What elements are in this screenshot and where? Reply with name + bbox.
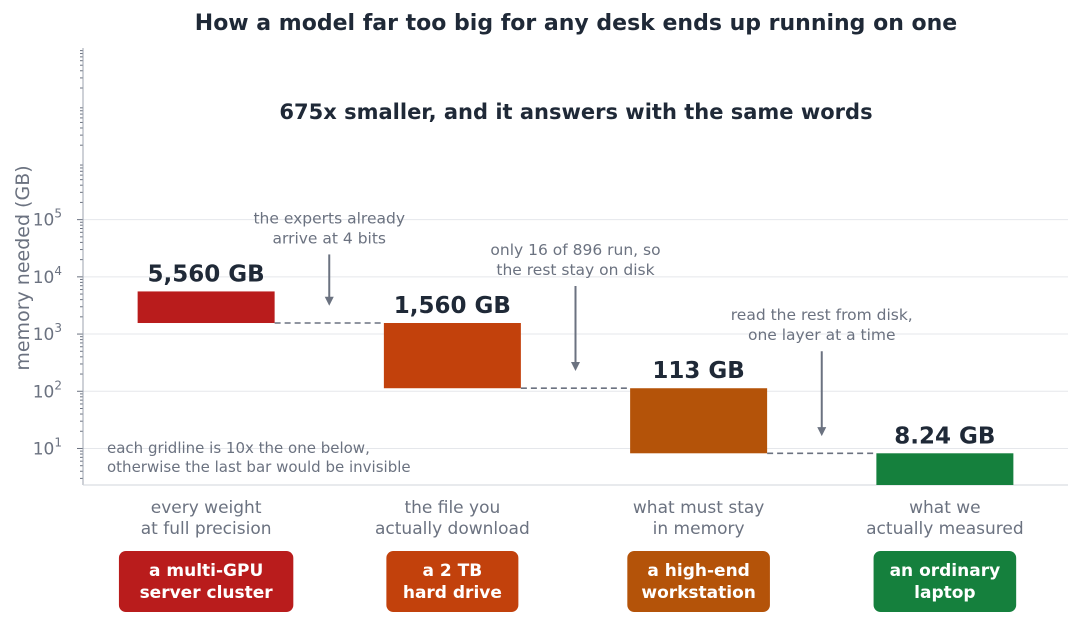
device-badge-box xyxy=(873,551,1017,612)
y-axis: 101 102 103 104 105 xyxy=(33,48,1068,486)
category-label: what we actually measured xyxy=(866,498,1023,539)
annotation-arrow-head xyxy=(817,427,827,437)
device-badge-box xyxy=(386,551,519,612)
y-tick-label: 102 xyxy=(33,378,62,402)
y-tick-label: 101 xyxy=(33,435,62,459)
device-badge-box xyxy=(627,551,770,612)
annotation-text: the experts already arrive at 4 bits xyxy=(253,209,405,247)
device-badge-label: a 2 TB hard drive xyxy=(403,561,502,603)
category-labels: every weight at full precision the file yo… xyxy=(141,498,1024,539)
y-tick-label: 104 xyxy=(33,264,62,288)
bars xyxy=(137,291,1014,485)
annotation-arrow-head xyxy=(324,296,334,306)
category-label: the file you actually download xyxy=(375,498,530,539)
bar-value-label: 1,560 GB xyxy=(394,293,511,319)
device-badges: a multi-GPU server cluster a 2 TB hard driv… xyxy=(118,551,1017,612)
bar xyxy=(383,323,521,389)
device-badge-label: an ordinary laptop xyxy=(890,561,1001,603)
bar xyxy=(137,291,275,324)
device-badge: a high-end workstation xyxy=(627,551,770,612)
device-badge: a multi-GPU server cluster xyxy=(118,551,294,612)
device-badge-box xyxy=(118,551,294,612)
category-label: every weight at full precision xyxy=(141,498,272,539)
chart-subtitle: 675x smaller, and it answers with the sa… xyxy=(279,100,872,124)
device-badge: an ordinary laptop xyxy=(873,551,1017,612)
annotation-text: only 16 of 896 run, so the rest stay on d… xyxy=(490,241,660,279)
y-tick-label: 105 xyxy=(33,207,62,231)
bar-value-label: 5,560 GB xyxy=(148,261,265,287)
bar xyxy=(630,388,768,454)
annotation-text: read the rest from disk, one layer at a t… xyxy=(731,306,913,344)
category-label: what must stay in memory xyxy=(633,498,764,539)
y-tick-label: 103 xyxy=(33,321,62,345)
y-axis-label: memory needed (GB) xyxy=(12,165,34,370)
annotations: the experts already arrive at 4 bits only … xyxy=(107,209,913,476)
bar-value-label: 8.24 GB xyxy=(894,423,995,449)
bar-value-labels: 5,560 GB 1,560 GB 113 GB 8.24 GB xyxy=(148,261,996,449)
bar xyxy=(876,453,1014,485)
scale-note: each gridline is 10x the one below, other… xyxy=(107,439,411,476)
chart-title: How a model far too big for any desk end… xyxy=(195,11,957,36)
device-badge-label: a multi-GPU server cluster xyxy=(140,561,274,603)
annotation-arrow-head xyxy=(571,362,580,372)
device-badge: a 2 TB hard drive xyxy=(386,551,519,612)
device-badge-label: a high-end workstation xyxy=(641,561,756,603)
bar-value-label: 113 GB xyxy=(652,358,744,384)
